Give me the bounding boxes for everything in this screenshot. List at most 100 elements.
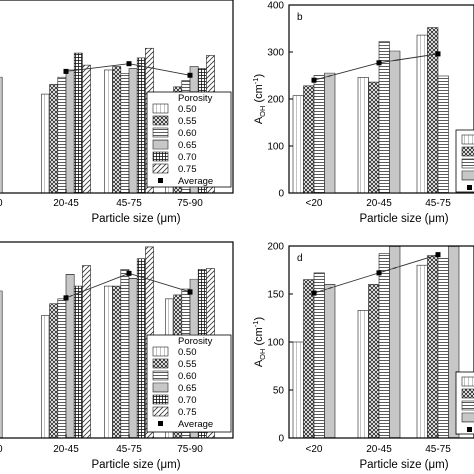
bar-b-s3-c1 <box>389 50 401 193</box>
y-axis-label-b: AOH (cm-1) <box>251 74 267 124</box>
legend-label-a-4: 0.70 <box>178 152 197 163</box>
bar-d-s1-c1 <box>368 284 380 438</box>
plot-area <box>292 27 449 193</box>
legend-swatch-b-2 <box>461 158 474 169</box>
x-tick-label-d-1: 20-45 <box>366 444 392 455</box>
legend-swatch-c-3 <box>152 382 169 393</box>
legend-swatch-c-2 <box>152 370 169 381</box>
legend-swatch-a-0 <box>152 103 169 114</box>
legend-label-c-5: 0.75 <box>178 407 197 418</box>
x-tick-label-d-0: <20 <box>306 444 323 455</box>
bar-d-s3-c0 <box>324 284 336 438</box>
y-tick-label-d-0: 0 <box>278 434 284 445</box>
x-tick-label-clipped-a: 0 <box>0 198 3 209</box>
bar-c-s4-c2 <box>136 258 146 438</box>
y-tick-label-b-0: 0 <box>278 189 284 200</box>
y-axis-label-d: AOH (cm-1) <box>251 317 267 367</box>
y-tick-label-b-2: 200 <box>267 95 284 106</box>
chart-panel-a: 20-45 45-75 75-90 0 Particle size (μm) Porosi… <box>0 0 234 225</box>
y-tick-label-b-3: 300 <box>267 48 284 59</box>
legend-label-c-3: 0.65 <box>178 383 197 394</box>
legend-average-marker-b <box>467 185 472 190</box>
average-point-a-c2 <box>126 61 132 67</box>
average-point-d-c0 <box>311 290 317 296</box>
x-axis-label-d: Particle size (μm) <box>359 459 448 471</box>
bar-a-s0-c2 <box>104 69 113 193</box>
bar-c-s1-c2 <box>112 285 122 438</box>
bar-a-s1-c1 <box>49 84 59 193</box>
legend-swatch-b-3 <box>461 170 474 181</box>
legend-swatch-d-2 <box>461 400 474 411</box>
chart-panel-b: <20 20-45 45-75 Particle size (μm) 0 100 200 30… <box>251 1 474 225</box>
legend-label-a-0: 0.50 <box>178 104 197 115</box>
bar-a-s3-c2 <box>128 68 138 193</box>
bar-a-s2-c1 <box>57 76 67 193</box>
bar-a-s0-c1 <box>41 93 50 193</box>
y-tick-label-d-1: 50 <box>273 386 285 397</box>
bar-c-s0-c1 <box>41 315 50 438</box>
legend-swatch-a-1 <box>152 115 169 126</box>
average-point-b-c2 <box>435 51 441 57</box>
x-tick-label-a-1: 20-45 <box>53 198 79 209</box>
legend-label-a-2: 0.60 <box>178 128 197 139</box>
bar-d-s3-c1 <box>389 246 401 438</box>
legend-title-c: Porosity <box>178 336 213 347</box>
axes-frame-a <box>0 0 234 194</box>
y-tick-label-d-4: 200 <box>267 242 284 253</box>
chart-panel-c: 20-45 45-75 75-90 0 Particle size (μm) Porosi… <box>0 241 234 471</box>
legend-swatch-a-2 <box>152 127 169 138</box>
legend-label-a-3: 0.65 <box>178 140 197 151</box>
average-point-d-c1 <box>376 270 382 276</box>
bar-c-s3-c2 <box>128 277 138 438</box>
bar-a-s2-c2 <box>120 73 130 193</box>
bar-d-s1-c0 <box>303 279 315 438</box>
x-tick-label-b-1: 20-45 <box>366 198 392 209</box>
x-tick-label-d-2: 45-75 <box>425 444 451 455</box>
bar-b-s1-c0 <box>303 85 315 193</box>
bar-d-s0-c0 <box>292 341 304 438</box>
legend-average-label-a: Average <box>178 176 213 187</box>
legend-label-c-0: 0.50 <box>178 347 197 358</box>
x-tick-label-clipped-c: 0 <box>0 444 3 455</box>
legend-label-c-1: 0.55 <box>178 359 197 370</box>
x-tick-label-c-1: 20-45 <box>53 444 79 455</box>
legend-d: 0.500.550.600.65Average <box>455 371 474 435</box>
legend-swatch-a-3 <box>152 139 169 150</box>
legend-swatch-a-5 <box>152 163 169 174</box>
bar-c-s0-c2 <box>104 285 113 438</box>
bar-c-s3-c0 <box>0 290 3 438</box>
x-axis-label-a: Particle size (μm) <box>91 213 180 225</box>
average-point-c-c1 <box>63 295 69 301</box>
average-point-c-c2 <box>126 270 132 276</box>
legend-average-marker-a <box>158 178 163 183</box>
x-axis-label-c: Particle size (μm) <box>91 459 180 471</box>
legend-swatch-c-4 <box>152 394 169 405</box>
x-tick-label-c-3: 75-90 <box>177 444 203 455</box>
legend-swatch-a-4 <box>152 151 169 162</box>
bar-b-s0-c0 <box>292 95 304 193</box>
legend-b: 0.500.550.600.65Average <box>455 129 474 193</box>
x-axis-label-b: Particle size (μm) <box>359 213 448 225</box>
bar-d-s0-c1 <box>357 310 369 438</box>
legend-swatch-b-0 <box>461 134 474 145</box>
bar-b-s2-c0 <box>313 75 325 193</box>
panel-label-d: d <box>297 253 303 264</box>
bar-a-s4-c2 <box>136 57 146 193</box>
bar-b-s0-c1 <box>357 77 369 193</box>
bar-d-s2-c0 <box>313 272 325 438</box>
x-tick-label-b-0: <20 <box>306 198 323 209</box>
legend-label-a-5: 0.75 <box>178 164 197 175</box>
bar-d-s1-c2 <box>427 255 439 438</box>
bar-c-s4-c1 <box>73 285 83 438</box>
bar-c-s1-c1 <box>49 303 59 438</box>
bar-d-s2-c2 <box>437 258 449 438</box>
bar-b-s0-c2 <box>416 34 428 193</box>
x-tick-label-a-2: 45-75 <box>116 198 142 209</box>
bar-a-s5-c1 <box>82 64 91 193</box>
legend-swatch-d-1 <box>461 388 474 399</box>
x-tick-label-b-2: 45-75 <box>425 198 451 209</box>
panel-label-b: b <box>297 12 303 23</box>
